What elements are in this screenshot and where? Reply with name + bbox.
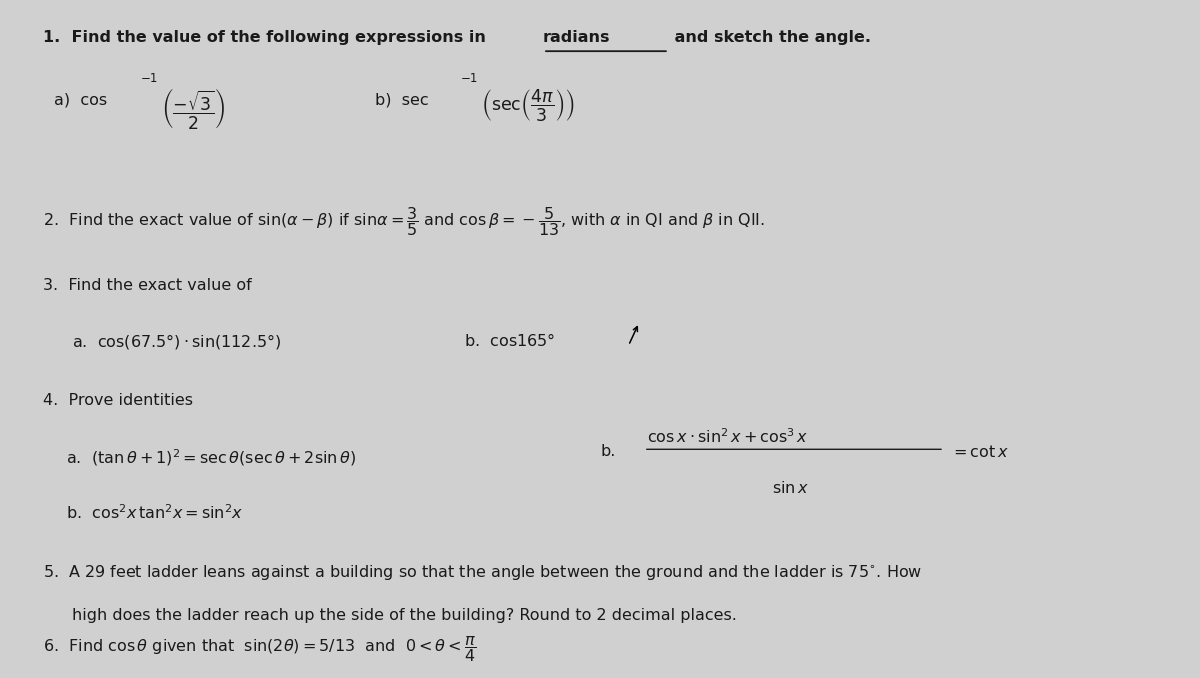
Text: b)  sec: b) sec [374, 93, 428, 108]
Text: and sketch the angle.: and sketch the angle. [668, 30, 871, 45]
Text: 1.  Find the value of the following expressions in: 1. Find the value of the following expre… [42, 30, 491, 45]
Text: $\sin x$: $\sin x$ [772, 480, 809, 496]
Text: 5.  A 29 feet ladder leans against a building so that the angle between the grou: 5. A 29 feet ladder leans against a buil… [42, 563, 922, 582]
Text: b.: b. [600, 444, 616, 459]
Text: 6.  Find cos$\,\theta$ given that  sin$(2\theta) = 5/13$  and  $0 < \theta < \df: 6. Find cos$\,\theta$ given that sin$(2\… [42, 634, 476, 664]
Text: 2.  Find the exact value of sin$(\alpha - \beta)$ if sin$\alpha = \dfrac{3}{5}$ : 2. Find the exact value of sin$(\alpha -… [42, 205, 764, 238]
Text: 3.  Find the exact value of: 3. Find the exact value of [42, 277, 251, 293]
Text: a.  $(\tan\theta + 1)^2 = \sec\theta(\sec\theta + 2\sin\theta)$: a. $(\tan\theta + 1)^2 = \sec\theta(\sec… [66, 447, 356, 468]
Text: 4.  Prove identities: 4. Prove identities [42, 393, 192, 408]
Text: b.  $\cos^2\!x\,\tan^2\!x = \sin^2\!x$: b. $\cos^2\!x\,\tan^2\!x = \sin^2\!x$ [66, 504, 244, 522]
Text: b.  cos$165°$: b. cos$165°$ [463, 332, 554, 348]
Text: a.  cos$(67.5°)\cdot$sin$(112.5°)$: a. cos$(67.5°)\cdot$sin$(112.5°)$ [72, 332, 282, 351]
Text: $\left(\sec\!\left(\dfrac{4\pi}{3}\right)\right)$: $\left(\sec\!\left(\dfrac{4\pi}{3}\right… [481, 87, 575, 123]
Text: $\cos x \cdot \sin^2 x + \cos^3 x$: $\cos x \cdot \sin^2 x + \cos^3 x$ [648, 428, 809, 446]
Text: a)  cos: a) cos [54, 93, 108, 108]
Text: high does the ladder reach up the side of the building? Round to 2 decimal place: high does the ladder reach up the side o… [72, 607, 737, 623]
Text: $\left(\dfrac{-\sqrt{3}}{2}\right)$: $\left(\dfrac{-\sqrt{3}}{2}\right)$ [161, 87, 226, 132]
Text: radians: radians [544, 30, 611, 45]
Text: −1: −1 [461, 72, 479, 85]
Text: $= \cot x$: $= \cot x$ [950, 444, 1009, 460]
Text: −1: −1 [140, 72, 158, 85]
